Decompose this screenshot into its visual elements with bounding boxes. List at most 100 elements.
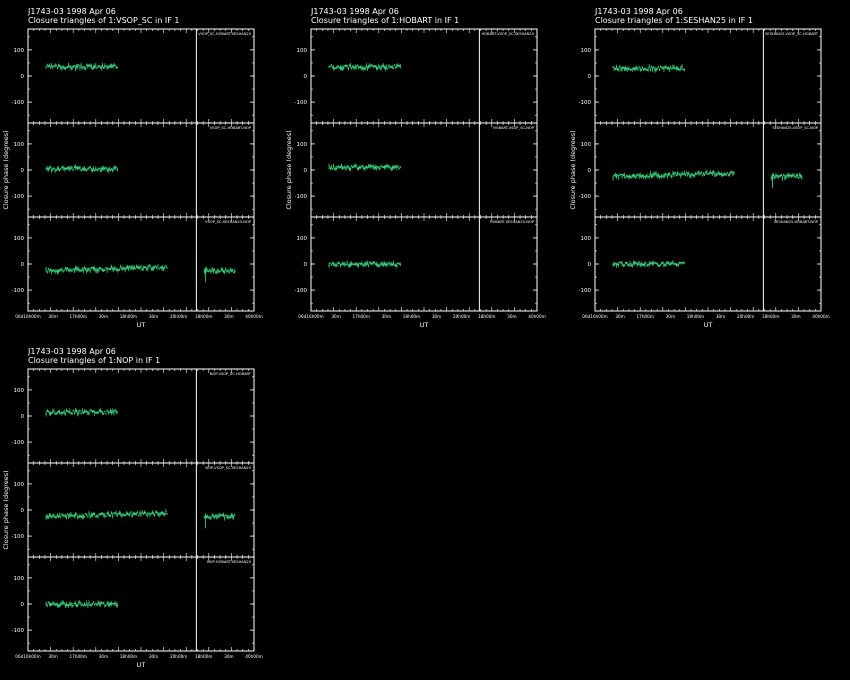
data-point — [720, 173, 723, 175]
data-point — [123, 267, 125, 269]
data-point — [387, 165, 389, 168]
data-point — [132, 513, 134, 515]
data-point — [328, 264, 330, 266]
data-point — [650, 66, 653, 68]
data-point — [125, 267, 127, 269]
data-point — [209, 517, 211, 519]
data-point — [219, 514, 221, 517]
data-point — [208, 270, 210, 272]
data-point — [392, 166, 395, 169]
data-point — [617, 263, 619, 265]
data-point — [357, 66, 360, 69]
data-point — [98, 603, 100, 605]
data-point — [56, 514, 58, 516]
data-point — [681, 172, 683, 175]
data-point — [96, 169, 98, 171]
data-point — [230, 270, 232, 272]
data-point — [115, 66, 117, 68]
data-point — [108, 268, 110, 270]
data-point — [46, 64, 48, 66]
data-point — [696, 173, 698, 175]
data-point — [64, 413, 66, 415]
data-point — [650, 175, 653, 177]
data-point — [129, 514, 131, 516]
data-point — [346, 165, 348, 168]
data-point — [83, 267, 86, 269]
data-point — [639, 264, 641, 266]
data-point — [648, 175, 650, 178]
y-tick-label: 0 — [304, 168, 308, 174]
data-point — [96, 269, 98, 272]
data-point — [794, 176, 796, 178]
data-point — [72, 605, 74, 607]
data-point — [117, 513, 119, 515]
data-point — [624, 262, 627, 264]
data-point — [63, 67, 65, 69]
data-point — [674, 67, 676, 70]
data-point — [212, 515, 214, 517]
closure-panel-1: J1743-03 1998 Apr 06 Closure triangles of… — [0, 0, 263, 340]
data-point — [679, 174, 681, 176]
data-point — [61, 67, 63, 69]
data-point — [344, 166, 346, 168]
data-point — [680, 67, 682, 69]
data-point — [657, 66, 659, 68]
data-point — [150, 513, 152, 515]
data-point — [61, 166, 63, 168]
subplot-frame — [27, 368, 255, 464]
data-point — [361, 67, 363, 69]
data-point — [142, 513, 144, 515]
data-point — [622, 174, 624, 176]
data-point — [95, 64, 97, 66]
data-point — [65, 66, 68, 69]
data-point — [103, 167, 105, 169]
data-point — [369, 261, 371, 264]
data-point — [615, 66, 618, 68]
data-point — [331, 262, 334, 264]
data-point — [60, 269, 62, 271]
data-point — [723, 173, 725, 175]
data-point — [86, 514, 88, 516]
data-point — [147, 514, 149, 516]
data-point — [342, 67, 344, 70]
data-point — [50, 515, 52, 517]
data-point — [381, 263, 383, 265]
data-point — [682, 261, 684, 263]
data-point — [363, 264, 365, 266]
data-point — [59, 514, 61, 516]
data-point — [684, 174, 686, 176]
data-point — [788, 174, 790, 177]
data-point — [624, 67, 627, 70]
data-point — [224, 271, 226, 273]
data-point — [646, 265, 648, 267]
data-point — [614, 68, 616, 70]
data-point — [688, 172, 690, 174]
data-point — [678, 263, 680, 266]
data-point — [95, 411, 97, 414]
data-point — [158, 514, 160, 516]
subplot-frame — [27, 216, 255, 312]
data-point — [57, 270, 60, 272]
data-point — [62, 167, 64, 169]
data-point — [796, 174, 798, 176]
y-tick-label: -100 — [579, 288, 592, 294]
data-point — [80, 270, 82, 272]
data-point — [92, 601, 95, 603]
data-point — [365, 166, 367, 168]
y-tick-label: 100 — [297, 142, 308, 148]
data-point — [779, 175, 781, 177]
data-point — [348, 264, 351, 266]
data-point — [383, 263, 386, 265]
data-point — [344, 65, 346, 67]
data-point — [368, 264, 370, 267]
data-point — [109, 65, 112, 67]
data-point — [377, 67, 379, 69]
data-point — [228, 271, 230, 273]
data-point — [143, 511, 145, 513]
data-point — [94, 66, 96, 68]
data-point — [75, 167, 78, 169]
data-point — [366, 167, 369, 169]
data-point — [69, 269, 71, 271]
data-point — [229, 516, 231, 518]
data-point — [116, 514, 118, 516]
